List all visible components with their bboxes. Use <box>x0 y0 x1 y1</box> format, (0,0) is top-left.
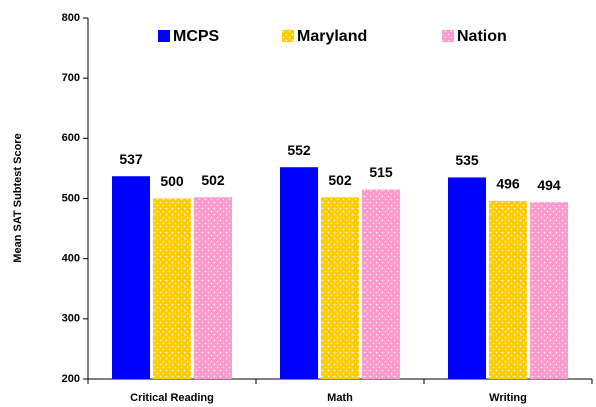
y-axis-label: Mean SAT Subtest Score <box>12 133 24 262</box>
y-tick-label: 300 <box>62 313 80 325</box>
legend-label: Maryland <box>297 28 367 45</box>
bar <box>530 202 568 379</box>
y-tick-label: 700 <box>62 72 80 84</box>
bar <box>321 197 359 379</box>
x-tick-label: Writing <box>489 392 527 404</box>
bar <box>194 197 232 379</box>
data-label: 500 <box>160 173 184 189</box>
y-tick-label: 600 <box>62 132 80 144</box>
bar <box>448 177 486 379</box>
bar <box>280 167 318 379</box>
bar <box>153 198 191 379</box>
bar <box>489 200 527 379</box>
bar <box>112 176 150 379</box>
data-label: 494 <box>537 177 561 193</box>
legend-label: MCPS <box>173 28 220 45</box>
legend-label: Nation <box>457 28 507 45</box>
data-label: 502 <box>201 172 225 188</box>
y-tick-label: 200 <box>62 373 80 385</box>
y-tick-label: 800 <box>62 12 80 24</box>
data-label: 515 <box>369 164 393 180</box>
y-tick-label: 500 <box>62 192 80 204</box>
x-tick-label: Critical Reading <box>130 392 214 404</box>
data-label: 502 <box>328 172 352 188</box>
bar <box>362 189 400 379</box>
data-label: 496 <box>496 176 520 192</box>
data-label: 552 <box>287 142 311 158</box>
data-label: 535 <box>455 152 479 168</box>
legend-swatch <box>158 30 170 42</box>
legend-swatch <box>442 30 454 42</box>
y-tick-label: 400 <box>62 253 80 265</box>
x-tick-label: Math <box>327 392 353 404</box>
legend-swatch <box>282 30 294 42</box>
data-label: 537 <box>119 151 143 167</box>
